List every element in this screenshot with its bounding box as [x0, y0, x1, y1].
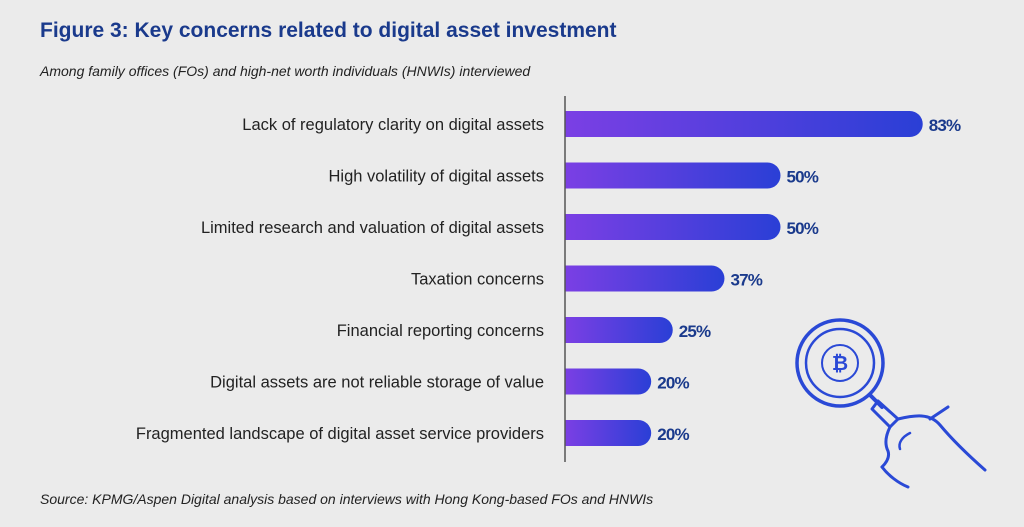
bars-group: Lack of regulatory clarity on digital as… — [136, 111, 962, 446]
bar — [565, 162, 781, 189]
category-label: Digital assets are not reliable storage … — [210, 374, 544, 392]
category-label: Limited research and valuation of digita… — [201, 219, 544, 237]
value-label: 25% — [679, 322, 711, 341]
chart-title: Figure 3: Key concerns related to digita… — [40, 19, 617, 42]
bar — [565, 214, 781, 240]
value-label: 37% — [730, 271, 762, 290]
value-label: 20% — [657, 374, 689, 393]
category-label: Fragmented landscape of digital asset se… — [136, 425, 544, 443]
category-label: High volatility of digital assets — [328, 168, 544, 186]
bar — [565, 111, 923, 137]
source-note: Source: KPMG/Aspen Digital analysis base… — [40, 491, 654, 507]
value-label: 20% — [657, 425, 689, 444]
value-label: 50% — [787, 219, 819, 238]
bar — [565, 265, 725, 292]
chart-subtitle: Among family offices (FOs) and high-net … — [40, 63, 531, 79]
bar — [565, 317, 673, 343]
bar — [565, 420, 652, 446]
category-label: Lack of regulatory clarity on digital as… — [242, 116, 544, 134]
bar — [565, 368, 652, 395]
magnifier-bitcoin-icon: ₿ — [790, 315, 990, 495]
svg-text:₿: ₿ — [832, 351, 848, 375]
value-label: 83% — [929, 116, 961, 135]
value-label: 50% — [787, 168, 819, 187]
category-label: Financial reporting concerns — [337, 322, 544, 340]
category-label: Taxation concerns — [411, 271, 544, 289]
